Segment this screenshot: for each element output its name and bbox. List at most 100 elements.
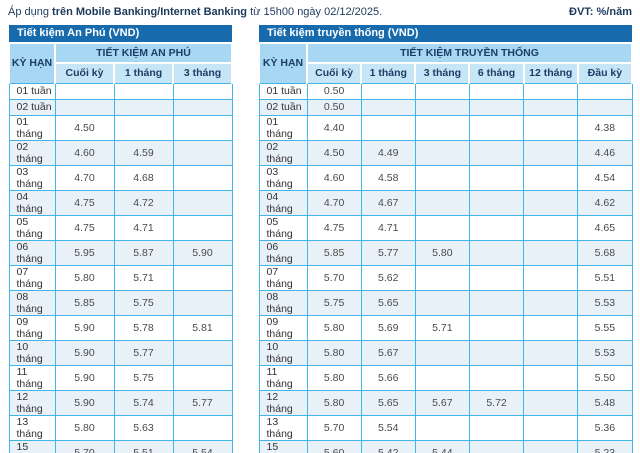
column-header: 1 tháng (113, 62, 174, 84)
rate-cell (523, 214, 579, 241)
rate-cell: 5.53 (577, 339, 633, 366)
rate-cell (523, 314, 579, 341)
rate-cell (172, 289, 233, 316)
rate-cell (468, 414, 525, 441)
table-title: Tiết kiệm An Phú (VND) (9, 25, 232, 44)
rate-cell (54, 98, 115, 116)
rate-cell: 5.80 (54, 264, 115, 291)
rate-cell: 4.65 (577, 214, 633, 241)
rate-cell (414, 214, 470, 241)
rate-cell (172, 139, 233, 166)
rate-cell (172, 214, 233, 241)
rate-cell: 5.85 (54, 289, 115, 316)
term-column-header: KỲ HẠN (8, 42, 56, 84)
rate-cell: 5.80 (306, 339, 362, 366)
term-cell: 15 tháng (258, 439, 308, 453)
rate-cell (468, 139, 525, 166)
rate-cell (172, 114, 233, 141)
term-cell: 09 tháng (8, 314, 56, 341)
rate-cell: 4.75 (306, 214, 362, 241)
column-header: Cuối kỳ (54, 62, 115, 84)
rate-cell (414, 164, 470, 191)
rate-cell: 5.54 (172, 439, 233, 453)
term-cell: 06 tháng (258, 239, 308, 266)
table-row: 05 tháng 4.75 4.71 (8, 214, 233, 241)
rate-cell (523, 289, 579, 316)
rate-cell (577, 82, 633, 100)
rate-cell: 4.62 (577, 189, 633, 216)
rate-cell (172, 364, 233, 391)
rate-cell: 5.42 (360, 439, 416, 453)
table-row: 10 tháng 5.80 5.67 5.53 (258, 339, 633, 366)
rate-cell: 5.90 (54, 389, 115, 416)
table-row: 04 tháng 4.75 4.72 (8, 189, 233, 216)
rate-cell (468, 364, 525, 391)
rate-cell (468, 214, 525, 241)
rate-cell (523, 164, 579, 191)
rate-cell (523, 82, 579, 100)
table-row: 08 tháng 5.85 5.75 (8, 289, 233, 316)
rate-cell (113, 114, 174, 141)
rate-cell: 4.58 (360, 164, 416, 191)
rate-cell (468, 164, 525, 191)
table-row: 13 tháng 5.70 5.54 5.36 (258, 414, 633, 441)
rate-cell: 4.72 (113, 189, 174, 216)
rate-cell (523, 414, 579, 441)
rate-cell: 4.75 (54, 189, 115, 216)
table-row: 10 tháng 5.90 5.77 (8, 339, 233, 366)
rate-cell (360, 82, 416, 100)
rate-cell: 5.75 (306, 289, 362, 316)
table-row: 02 tháng 4.60 4.59 (8, 139, 233, 166)
table-row: 12 tháng 5.80 5.65 5.67 5.72 5.48 (258, 389, 633, 416)
rate-cell: 5.70 (306, 414, 362, 441)
term-cell: 01 tháng (258, 114, 308, 141)
rate-cell: 5.53 (577, 289, 633, 316)
term-cell: 09 tháng (258, 314, 308, 341)
term-cell: 07 tháng (258, 264, 308, 291)
rate-cell: 5.51 (577, 264, 633, 291)
term-cell: 03 tháng (258, 164, 308, 191)
rate-cell (468, 98, 525, 116)
term-cell: 05 tháng (8, 214, 56, 241)
note-channel: trên Mobile Banking/Internet Banking (52, 6, 248, 18)
rate-cell: 5.90 (172, 239, 233, 266)
rate-cell (468, 114, 525, 141)
table-row: 02 tuần 0.50 (258, 98, 633, 116)
rate-cell: 5.62 (360, 264, 416, 291)
rate-cell (414, 114, 470, 141)
rate-cell (523, 114, 579, 141)
table-row: 06 tháng 5.95 5.87 5.90 (8, 239, 233, 266)
rate-cell: 4.60 (54, 139, 115, 166)
rate-cell (523, 98, 579, 116)
table-row: 09 tháng 5.80 5.69 5.71 5.55 (258, 314, 633, 341)
rate-cell: 5.70 (54, 439, 115, 453)
rate-cell (172, 339, 233, 366)
table-row: 07 tháng 5.80 5.71 (8, 264, 233, 291)
rate-cell: 4.70 (306, 189, 362, 216)
table-body: 01 tuần 0.50 02 tuần 0.50 01 tháng 4.40 4.38 02… (258, 82, 633, 453)
rate-cell: 4.50 (306, 139, 362, 166)
rate-cell: 5.90 (54, 339, 115, 366)
rate-cell (523, 364, 579, 391)
term-cell: 06 tháng (8, 239, 56, 266)
table-row: 03 tháng 4.60 4.58 4.54 (258, 164, 633, 191)
rate-cell (414, 264, 470, 291)
rate-cell: 5.60 (306, 439, 362, 453)
rate-cell (414, 414, 470, 441)
rate-cell (468, 82, 525, 100)
rate-cell: 5.23 (577, 439, 633, 453)
rate-cell: 5.67 (414, 389, 470, 416)
rate-cell: 4.46 (577, 139, 633, 166)
rate-cell: 4.68 (113, 164, 174, 191)
table-row: 01 tháng 4.40 4.38 (258, 114, 633, 141)
table-row: 04 tháng 4.70 4.67 4.62 (258, 189, 633, 216)
table-row: 07 tháng 5.70 5.62 5.51 (258, 264, 633, 291)
rate-cell (172, 189, 233, 216)
term-cell: 12 tháng (258, 389, 308, 416)
rate-cell: 5.85 (306, 239, 362, 266)
rate-cell: 5.90 (54, 364, 115, 391)
product-group-header: TIẾT KIỆM AN PHÚ (54, 42, 233, 64)
rate-cell (468, 189, 525, 216)
term-cell: 03 tháng (8, 164, 56, 191)
